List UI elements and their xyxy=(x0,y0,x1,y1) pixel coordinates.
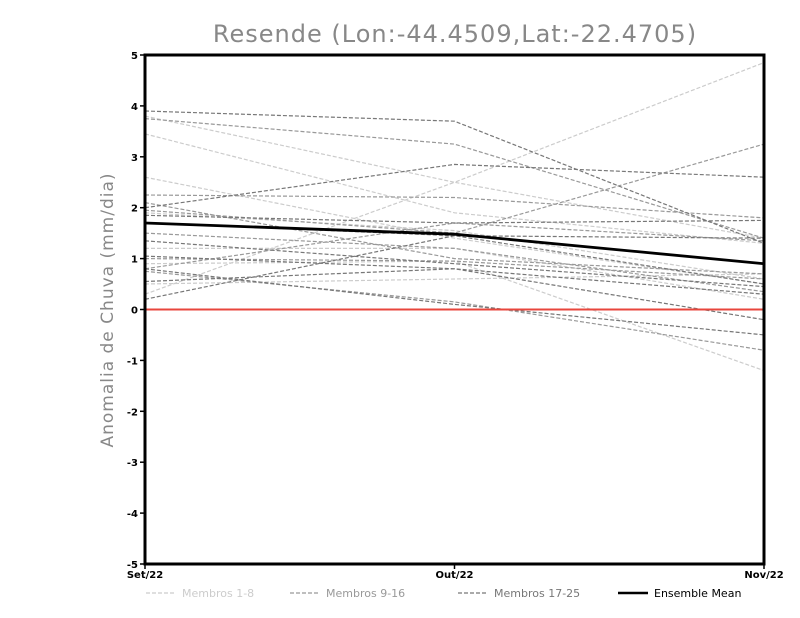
series-line-group3-member-7 xyxy=(144,235,765,300)
y-tick-label: -4 xyxy=(127,509,138,520)
series-line-group1-member-2 xyxy=(144,133,765,244)
y-tick-label: 3 xyxy=(131,153,138,164)
x-tick-label: Set/22 xyxy=(127,570,163,581)
series-line-group3-member-1 xyxy=(144,110,765,244)
y-axis-label: Anomalia de Chuva (mm/dia) xyxy=(98,172,118,447)
x-tick-label: Nov/22 xyxy=(744,570,783,581)
series-line-group2-member-2 xyxy=(144,194,765,219)
series-line-group3-member-2 xyxy=(144,163,765,209)
series-line-group1-member-4 xyxy=(144,181,765,295)
series-line-group3-member-6 xyxy=(144,268,765,336)
legend: Membros 1-8 Membros 9-16 Membros 17-25 Ense… xyxy=(146,587,741,600)
series-line-group1-member-3 xyxy=(144,176,765,285)
series-line-group1-member-1 xyxy=(144,62,765,183)
chart-title: Resende (Lon:-44.4509,Lat:-22.4705) xyxy=(213,20,697,48)
legend-label-1: Membros 1-8 xyxy=(182,587,254,600)
series-line-group1-member-7 xyxy=(144,273,765,285)
series-line-group3-member-9 xyxy=(144,268,765,295)
y-tick-label: 4 xyxy=(131,102,138,113)
y-tick-label: -1 xyxy=(127,356,138,367)
series-line-group2-member-6 xyxy=(144,222,765,270)
series-line-group2-member-5 xyxy=(144,258,765,280)
series-line-group3-member-5 xyxy=(144,240,765,288)
y-tick-label: 1 xyxy=(131,255,138,266)
series-line-group2-member-8 xyxy=(144,202,765,275)
legend-label-3: Membros 17-25 xyxy=(494,587,580,600)
series-line-group3-member-3 xyxy=(144,214,765,224)
x-tick-label: Out/22 xyxy=(436,570,474,581)
ensemble-mean-line xyxy=(144,221,765,266)
legend-label-2: Membros 9-16 xyxy=(326,587,405,600)
y-tick-label: -3 xyxy=(127,458,138,469)
series-line-group1-member-8 xyxy=(144,212,765,280)
y-tick-label: -5 xyxy=(127,560,138,571)
series-line-group2-member-4 xyxy=(144,232,765,293)
series-line-group2-member-1 xyxy=(144,118,765,239)
y-tick-label: 0 xyxy=(131,306,138,317)
y-tick-label: 5 xyxy=(131,51,138,62)
x-ticks: Set/22 Out/22 Nov/22 xyxy=(127,564,784,581)
series-line-group2-member-7 xyxy=(144,270,765,351)
legend-label-4: Ensemble Mean xyxy=(654,587,741,600)
y-ticks: -5 -4 -3 -2 -1 0 1 2 3 4 5 xyxy=(127,51,145,571)
member-lines xyxy=(144,62,765,372)
y-tick-label: -2 xyxy=(127,407,138,418)
y-tick-label: 2 xyxy=(131,204,138,215)
ensemble-mean-group xyxy=(144,221,765,266)
series-line-group2-member-3 xyxy=(144,143,765,234)
